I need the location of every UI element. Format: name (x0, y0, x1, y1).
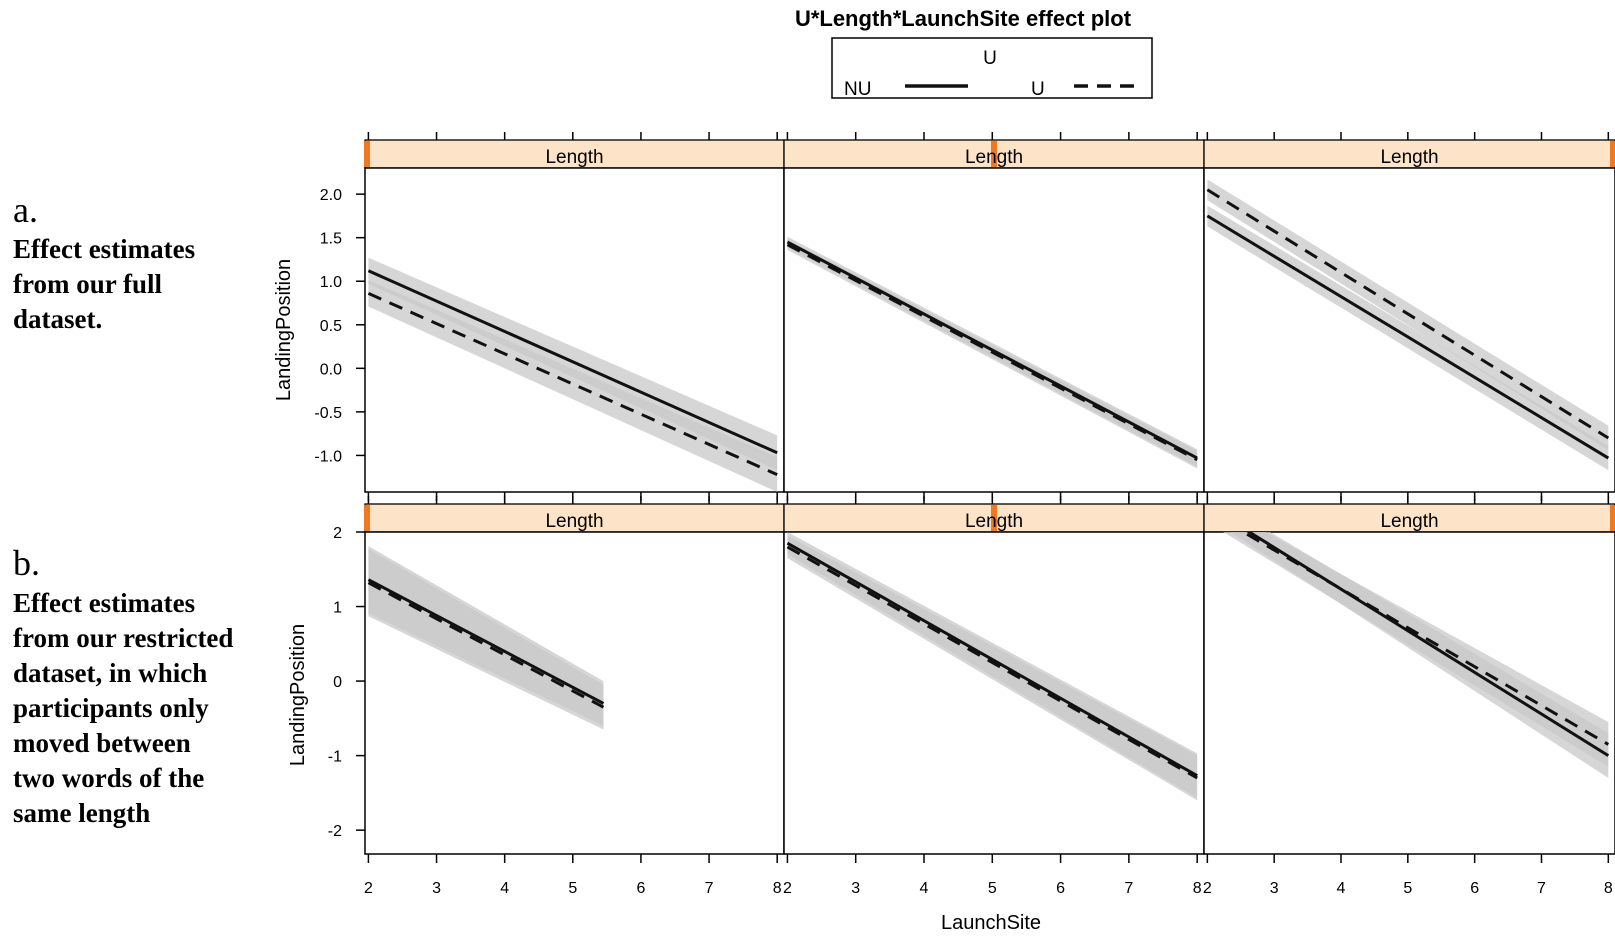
strip-label: Length (1380, 511, 1438, 532)
y-tick-label: -0.5 (314, 405, 342, 422)
caption-b-line: two words of the (13, 763, 204, 793)
x-tick-label: 8 (1193, 880, 1202, 897)
caption-b-line: moved between (13, 728, 191, 758)
confidence-band-u (368, 280, 778, 492)
x-tick-label: 4 (500, 880, 509, 897)
x-tick-label: 2 (364, 880, 373, 897)
series-group (1223, 532, 1610, 778)
y-tick-label: -1.0 (314, 448, 342, 465)
y-tick-label: 1.0 (320, 274, 342, 291)
y-tick-label: 0.0 (320, 361, 342, 378)
strip-level-marker (364, 505, 370, 531)
strip-label: Length (965, 511, 1023, 532)
confidence-band-u (368, 549, 604, 730)
strip (1203, 139, 1615, 169)
strip-level-marker (991, 505, 997, 531)
y-tick-label: 2.0 (320, 187, 342, 204)
y-tick-label: 2 (333, 525, 342, 542)
y-tick-label: 0 (333, 674, 342, 691)
x-tick-label: 2 (783, 880, 792, 897)
series-line-nu (367, 269, 778, 455)
x-tick-label: 4 (920, 880, 929, 897)
series-line-u (1206, 188, 1610, 440)
series-group (367, 546, 605, 730)
caption-a-line: Effect estimates (13, 234, 195, 264)
strip-label: Length (545, 147, 603, 168)
series-group (786, 236, 1198, 469)
caption-b-letter: b. (13, 543, 40, 583)
x-tick-label: 5 (988, 880, 997, 897)
strip-level-marker (1610, 141, 1615, 167)
series-line-u (1240, 532, 1610, 746)
series-group (1206, 179, 1610, 471)
x-tick-label: 8 (773, 880, 782, 897)
x-axis-title: LaunchSite (941, 912, 1041, 934)
x-tick-label: 3 (851, 880, 860, 897)
caption-b-line: dataset, in which (13, 658, 207, 688)
y-tick-label: -1 (328, 749, 342, 766)
panel-a-1: Length (364, 132, 785, 501)
caption-a-line: from our full (13, 269, 162, 299)
series-line-u (786, 243, 1198, 462)
y-axis-title-row-a: LandingPosition (273, 259, 295, 401)
strip-label: Length (1380, 147, 1438, 168)
legend: U NU U (831, 37, 1153, 100)
confidence-band-u (1223, 532, 1609, 767)
x-tick-label: 7 (705, 880, 714, 897)
caption-b-line: participants only (13, 693, 209, 723)
x-tick-label: 4 (1337, 880, 1346, 897)
y-tick-label: 0.5 (320, 318, 342, 335)
x-tick-label: 6 (1470, 880, 1479, 897)
x-tick-label: 3 (432, 880, 441, 897)
caption-b-line: from our restricted (13, 623, 233, 653)
series-line-nu (1246, 532, 1610, 757)
x-tick-label: 2 (1203, 880, 1212, 897)
caption-b-line: Effect estimates (13, 588, 195, 618)
series-line-nu (786, 240, 1198, 460)
y-tick-label: -2 (328, 823, 342, 840)
legend-label-nu: NU (844, 79, 871, 100)
series-line-nu (1206, 214, 1610, 460)
x-tick-label: 7 (1537, 880, 1546, 897)
legend-box (831, 37, 1153, 99)
strip-level-marker (991, 141, 997, 167)
strip-level-marker (1610, 505, 1615, 531)
caption-b-line: same length (13, 798, 150, 828)
series-line-u (367, 292, 778, 476)
series-group (786, 532, 1198, 801)
series-group (367, 257, 778, 492)
x-tick-label: 6 (636, 880, 645, 897)
caption-a: a. Effect estimates from our full datase… (13, 190, 195, 334)
caption-a-line: dataset. (13, 304, 102, 334)
strip-label: Length (965, 147, 1023, 168)
x-tick-label: 5 (568, 880, 577, 897)
y-tick-label: 1.5 (320, 231, 342, 248)
panel-b-2: Length 2 3 4 5 6 7 8 (783, 496, 1205, 897)
panel-b-3: Length 2 3 4 5 6 7 8 (1203, 496, 1615, 897)
caption-b: b. Effect estimates from our restricted … (13, 543, 233, 828)
strip-label: Length (545, 511, 603, 532)
panel-b-1: Length 2 3 4 5 6 7 8 (364, 496, 785, 897)
legend-title: U (983, 48, 997, 69)
x-tick-label: 5 (1403, 880, 1412, 897)
series-line-nu (367, 578, 605, 705)
x-tick-label: 7 (1124, 880, 1133, 897)
x-tick-label: 8 (1604, 880, 1613, 897)
caption-a-letter: a. (13, 190, 38, 230)
panel-frame (783, 167, 1205, 493)
y-tick-label: 1 (333, 600, 342, 617)
figure-title: U*Length*LaunchSite effect plot (795, 6, 1132, 31)
panel-a-3: Length (1203, 132, 1615, 501)
y-axis-title-row-b: LandingPosition (287, 624, 309, 766)
series-line-nu (786, 541, 1198, 778)
legend-label-u: U (1031, 79, 1045, 100)
series-line-u (786, 545, 1198, 780)
x-tick-label: 3 (1270, 880, 1279, 897)
panel-a-2: Length (783, 132, 1205, 501)
strip-level-marker (364, 141, 370, 167)
x-tick-label: 6 (1056, 880, 1065, 897)
